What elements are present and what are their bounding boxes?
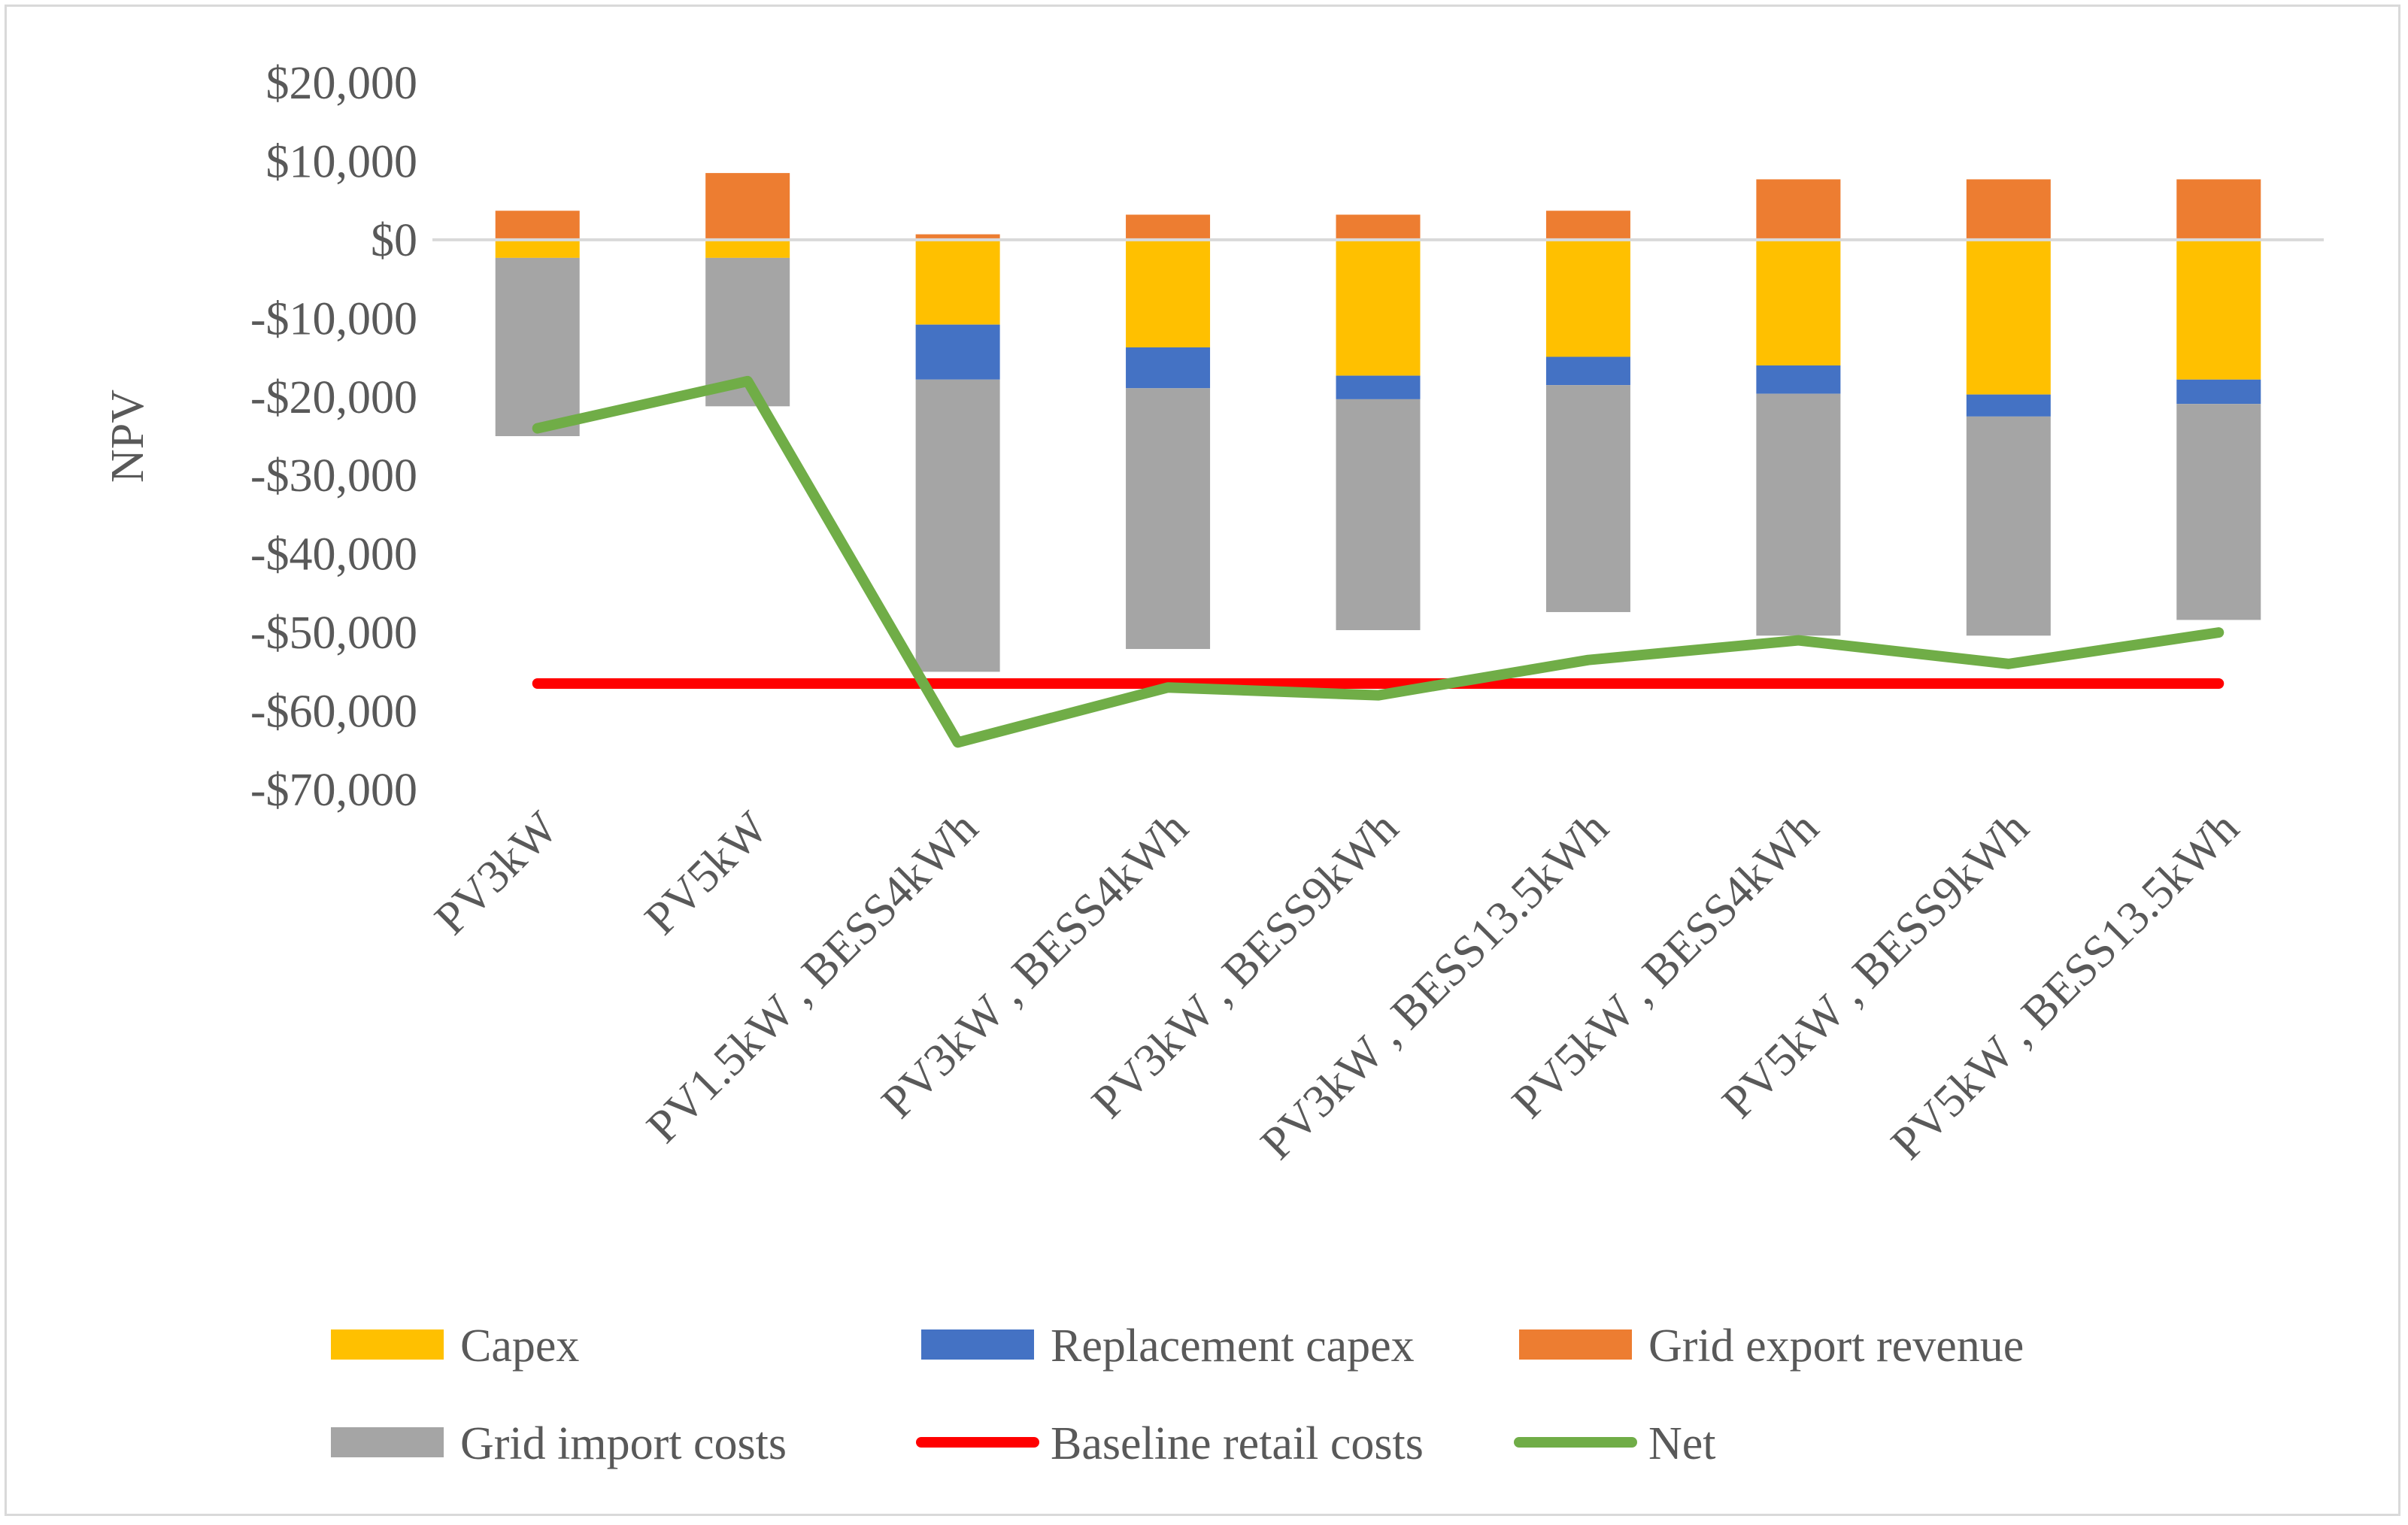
y-tick-label: -$10,000 <box>250 293 417 344</box>
legend-swatch <box>921 1329 1034 1360</box>
x-tick-label: PV5kW , BESS13.5kWh <box>1882 802 2249 1169</box>
y-axis-ticks: $20,000 $10,000 $0 -$10,000 -$20,000 -$30,000… <box>250 58 417 816</box>
legend-swatch <box>331 1329 444 1360</box>
bar-segment <box>915 234 1000 240</box>
legend-label: Replacement capex <box>1051 1320 1415 1372</box>
bar-segment <box>1336 214 1421 240</box>
y-tick-label: -$60,000 <box>250 687 417 738</box>
bar-segment <box>1756 179 1841 240</box>
legend-label: Grid export revenue <box>1648 1320 2024 1372</box>
bar-segment <box>1126 239 1211 347</box>
bar-segment <box>495 211 580 240</box>
line-layer <box>532 375 2225 748</box>
bar-segment <box>2176 179 2261 240</box>
x-tick-label: PV3kW <box>425 802 568 944</box>
legend-label: Grid import costs <box>460 1418 787 1469</box>
x-tick-label: PV3kW , BESS13.5kWh <box>1251 802 1618 1169</box>
y-tick-label: $20,000 <box>266 58 418 109</box>
y-tick-label: -$40,000 <box>250 529 417 581</box>
bar-segment <box>1336 399 1421 630</box>
legend-label: Baseline retail costs <box>1051 1418 1424 1469</box>
bar-segment <box>1966 394 2051 417</box>
bar-segment <box>1756 365 1841 394</box>
bar-segment <box>1336 375 1421 399</box>
y-tick-label: $0 <box>371 215 417 266</box>
bar-segment <box>1336 239 1421 376</box>
bar-segment <box>705 173 790 240</box>
x-tick-label: PV5kW <box>635 802 778 944</box>
bar-segment <box>495 239 580 258</box>
legend-swatch <box>1519 1329 1632 1360</box>
bar-segment <box>915 379 1000 672</box>
bar-segment <box>1966 239 2051 395</box>
series-line <box>532 375 2225 748</box>
bar-segment <box>1126 388 1211 650</box>
bar-segment <box>1126 214 1211 240</box>
bar-segment <box>1545 385 1630 612</box>
bar-segment <box>1966 416 2051 636</box>
bar-layer <box>495 173 2261 672</box>
bar-segment <box>1756 239 1841 365</box>
bar-segment <box>1545 356 1630 386</box>
bar-segment <box>915 239 1000 325</box>
legend: Capex Replacement capex Grid export revenu… <box>331 1320 2024 1469</box>
bar-segment <box>1126 347 1211 389</box>
legend-label: Net <box>1648 1418 1716 1469</box>
legend-swatch <box>331 1427 444 1457</box>
bar-segment <box>1966 179 2051 240</box>
chart-frame <box>5 5 2400 1516</box>
y-tick-label: -$70,000 <box>250 765 417 816</box>
y-tick-label: $10,000 <box>266 136 418 187</box>
legend-label: Capex <box>460 1320 579 1372</box>
bar-segment <box>2176 379 2261 405</box>
bar-segment <box>915 324 1000 380</box>
bar-segment <box>2176 404 2261 620</box>
y-axis-label: NPV <box>102 390 153 483</box>
bar-segment <box>1545 239 1630 357</box>
bar-segment <box>705 239 790 258</box>
bar-segment <box>2176 239 2261 380</box>
y-tick-label: -$20,000 <box>250 372 417 423</box>
y-tick-label: -$50,000 <box>250 608 417 659</box>
bar-segment <box>495 257 580 436</box>
bar-segment <box>1545 211 1630 240</box>
y-tick-label: -$30,000 <box>250 450 417 502</box>
bar-segment <box>1756 393 1841 636</box>
